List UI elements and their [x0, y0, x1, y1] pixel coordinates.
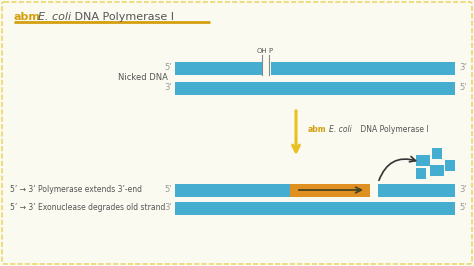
- Text: 5’ → 3’ Polymerase extends 3’-end: 5’ → 3’ Polymerase extends 3’-end: [10, 185, 142, 194]
- Text: E. coli: E. coli: [38, 12, 71, 22]
- Bar: [175, 81, 455, 94]
- Text: 3’: 3’: [459, 185, 467, 194]
- Text: abm: abm: [308, 126, 327, 135]
- Text: 3’: 3’: [164, 84, 172, 93]
- Text: 5’: 5’: [164, 64, 172, 73]
- Bar: [175, 61, 262, 74]
- Text: 3’: 3’: [459, 64, 467, 73]
- Bar: [416, 155, 430, 166]
- Text: 5’: 5’: [459, 84, 467, 93]
- Bar: [290, 184, 370, 197]
- Text: 5’: 5’: [164, 185, 172, 194]
- Text: 3’: 3’: [164, 203, 172, 213]
- Text: DNA Polymerase I: DNA Polymerase I: [358, 126, 428, 135]
- Bar: [175, 202, 455, 214]
- Text: P: P: [268, 48, 272, 54]
- Text: 5’ → 3’ Exonuclease degrades old strand: 5’ → 3’ Exonuclease degrades old strand: [10, 203, 165, 213]
- Text: OH: OH: [257, 48, 267, 54]
- Bar: [445, 160, 455, 171]
- Text: E. coli: E. coli: [329, 126, 352, 135]
- Text: DNA Polymerase I: DNA Polymerase I: [71, 12, 174, 22]
- Bar: [416, 168, 426, 179]
- Bar: [271, 61, 455, 74]
- Text: 5’: 5’: [459, 203, 467, 213]
- Text: abm: abm: [14, 12, 41, 22]
- Bar: [378, 184, 455, 197]
- Bar: [430, 165, 444, 176]
- Text: Nicked DNA: Nicked DNA: [118, 73, 168, 82]
- Bar: [175, 184, 290, 197]
- Bar: [432, 148, 442, 159]
